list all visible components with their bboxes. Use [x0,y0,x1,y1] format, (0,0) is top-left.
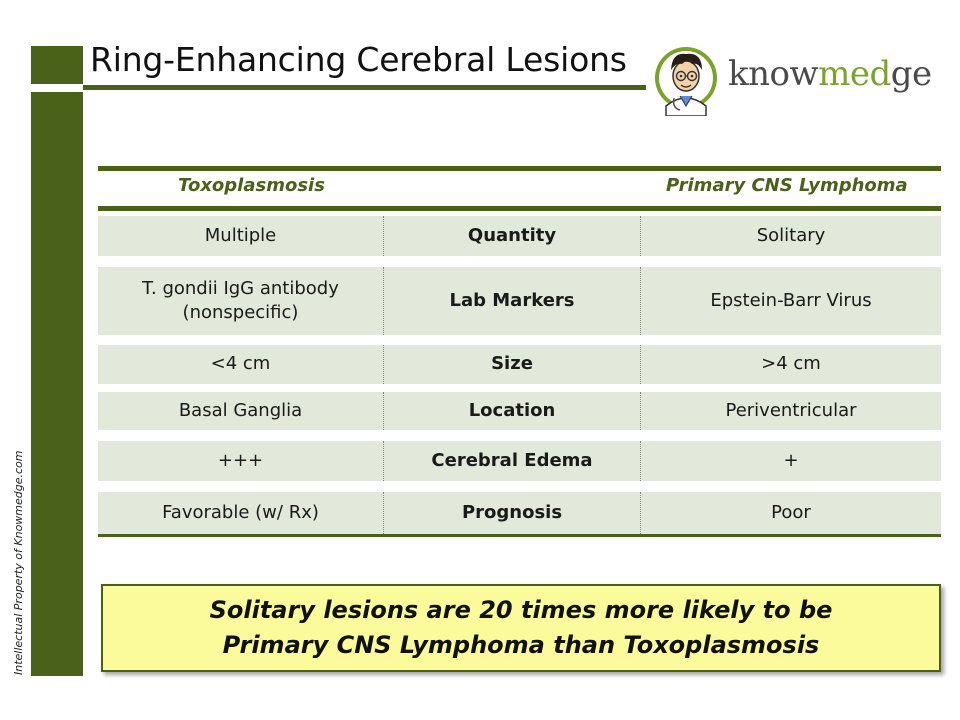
knowmedge-logo: knowmedge [652,40,932,116]
table-row-lab-markers: T. gondii IgG antibody (nonspecific) Lab… [98,267,941,335]
cell-feature: Cerebral Edema [384,441,641,481]
cell-lymphoma-value: >4 cm [761,353,821,375]
cell-toxo-value: <4 cm [98,345,384,384]
key-point-callout: Solitary lesions are 20 times more likel… [101,584,941,672]
cell-lymphoma-value: Periventricular [725,399,857,421]
table-top-rule [98,166,941,171]
table-row-prognosis: Favorable (w/ Rx) Prognosis Poor [98,492,941,534]
header-cns-lymphoma: Primary CNS Lymphoma [666,175,908,196]
table-bottom-rule [98,534,941,537]
cell-feature: Size [384,345,641,384]
cell-lymphoma-value: Solitary [756,224,826,246]
callout-line-2: Primary CNS Lymphoma than Toxoplasmosis [222,631,820,659]
cell-lymphoma-value: Epstein-Barr Virus [710,289,872,311]
title-underline [83,85,646,90]
cell-feature: Quantity [384,216,641,256]
callout-line-1: Solitary lesions are 20 times more likel… [209,596,833,625]
header-toxoplasmosis: Toxoplasmosis [178,175,325,196]
cell-feature: Prognosis [384,492,641,534]
cell-feature: Lab Markers [384,267,641,335]
table-row-location: Basal Ganglia Location Periventricular [98,392,941,430]
table-row-quantity: Multiple Quantity Solitary [98,216,941,256]
cell-text: T. gondii IgG antibody (nonspecific) [142,277,339,323]
table-row-cerebral-edema: +++ Cerebral Edema + [98,441,941,481]
cell-lymphoma-value: Poor [771,501,811,523]
table-row-size: <4 cm Size >4 cm [98,345,941,384]
left-accent-bar [31,92,83,676]
cell-toxo-value: Multiple [98,216,384,256]
table-header-rule [98,206,941,211]
cell-toxo-value: T. gondii IgG antibody (nonspecific) [98,267,384,335]
left-accent-bar-top [31,46,83,84]
slide-title: Ring-Enhancing Cerebral Lesions [90,40,627,79]
cell-lymphoma-value: + [783,449,799,471]
cell-toxo-value: Favorable (w/ Rx) [98,492,384,534]
doctor-cartoon-icon [655,47,717,116]
copyright-side-text: Intellectual Property of Knowmedge.com [12,450,25,676]
cell-feature: Location [384,392,641,430]
cell-toxo-value: Basal Ganglia [98,392,384,430]
cell-toxo-value: +++ [98,441,384,481]
logo-wordmark: knowmedge [728,54,932,94]
